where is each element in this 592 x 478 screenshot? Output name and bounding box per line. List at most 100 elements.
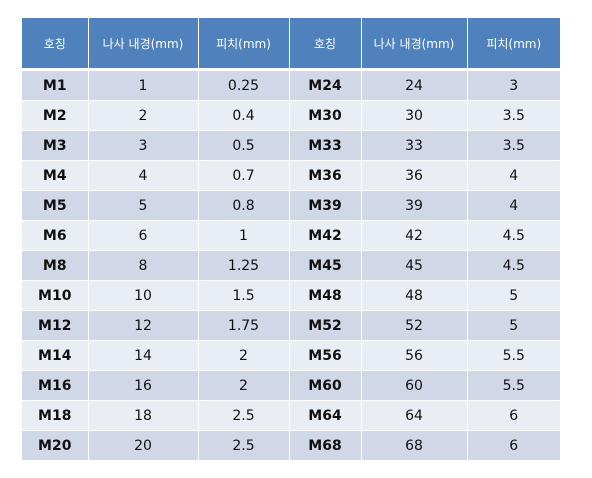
cell-inner-diameter-left: 8	[88, 250, 199, 281]
cell-pitch-right: 5.5	[467, 370, 560, 401]
cell-inner-diameter-right: 56	[361, 340, 468, 371]
cell-pitch-right: 5	[467, 310, 560, 341]
cell-inner-diameter-left: 5	[88, 190, 199, 221]
table-row: M14 14 2 M56 56 5.5	[22, 340, 560, 371]
cell-inner-diameter-right: 33	[361, 130, 468, 161]
cell-inner-diameter-right: 68	[361, 430, 468, 461]
cell-designation-left: M10	[22, 280, 89, 311]
cell-pitch-right: 6	[467, 430, 560, 461]
cell-designation-right: M42	[289, 220, 362, 251]
thread-spec-table: 호칭 나사 내경(mm) 피치(mm) 호칭 나사 내경(mm) 피치(mm) …	[22, 18, 560, 461]
cell-pitch-right: 5.5	[467, 340, 560, 371]
table-row: M3 3 0.5 M33 33 3.5	[22, 130, 560, 161]
cell-inner-diameter-right: 52	[361, 310, 468, 341]
cell-pitch-left: 0.7	[198, 160, 290, 191]
table-row: M6 6 1 M42 42 4.5	[22, 220, 560, 251]
cell-designation-left: M18	[22, 400, 89, 431]
cell-inner-diameter-left: 20	[88, 430, 199, 461]
cell-pitch-left: 1.25	[198, 250, 290, 281]
cell-pitch-right: 3.5	[467, 100, 560, 131]
cell-inner-diameter-left: 16	[88, 370, 199, 401]
cell-pitch-right: 6	[467, 400, 560, 431]
cell-pitch-left: 0.25	[198, 69, 290, 101]
cell-designation-left: M12	[22, 310, 89, 341]
cell-designation-right: M45	[289, 250, 362, 281]
cell-pitch-left: 2.5	[198, 400, 290, 431]
cell-pitch-right: 3	[467, 69, 560, 101]
cell-inner-diameter-right: 45	[361, 250, 468, 281]
cell-inner-diameter-left: 2	[88, 100, 199, 131]
cell-pitch-left: 2	[198, 370, 290, 401]
header-inner-diameter-right: 나사 내경(mm)	[361, 18, 468, 71]
header-designation-right: 호칭	[289, 18, 362, 71]
table-row: M5 5 0.8 M39 39 4	[22, 190, 560, 221]
cell-designation-right: M52	[289, 310, 362, 341]
cell-inner-diameter-left: 6	[88, 220, 199, 251]
cell-inner-diameter-right: 36	[361, 160, 468, 191]
cell-designation-left: M6	[22, 220, 89, 251]
cell-designation-left: M16	[22, 370, 89, 401]
cell-designation-left: M8	[22, 250, 89, 281]
cell-designation-right: M56	[289, 340, 362, 371]
cell-pitch-left: 1.5	[198, 280, 290, 311]
cell-inner-diameter-left: 12	[88, 310, 199, 341]
cell-designation-left: M3	[22, 130, 89, 161]
cell-pitch-left: 0.4	[198, 100, 290, 131]
cell-inner-diameter-left: 18	[88, 400, 199, 431]
cell-designation-right: M39	[289, 190, 362, 221]
table-row: M2 2 0.4 M30 30 3.5	[22, 100, 560, 131]
cell-designation-left: M20	[22, 430, 89, 461]
table-body: M1 1 0.25 M24 24 3 M2 2 0.4 M30 30 3.5 M3 3 0.5 M33 33 3.…	[22, 69, 560, 461]
cell-designation-left: M14	[22, 340, 89, 371]
cell-inner-diameter-right: 48	[361, 280, 468, 311]
cell-designation-left: M2	[22, 100, 89, 131]
cell-pitch-right: 3.5	[467, 130, 560, 161]
cell-pitch-right: 5	[467, 280, 560, 311]
cell-inner-diameter-left: 3	[88, 130, 199, 161]
cell-designation-left: M5	[22, 190, 89, 221]
table-row: M12 12 1.75 M52 52 5	[22, 310, 560, 341]
cell-designation-right: M30	[289, 100, 362, 131]
table-row: M8 8 1.25 M45 45 4.5	[22, 250, 560, 281]
cell-inner-diameter-right: 60	[361, 370, 468, 401]
table-row: M16 16 2 M60 60 5.5	[22, 370, 560, 401]
cell-pitch-right: 4	[467, 160, 560, 191]
header-row: 호칭 나사 내경(mm) 피치(mm) 호칭 나사 내경(mm) 피치(mm)	[22, 18, 560, 71]
table-row: M18 18 2.5 M64 64 6	[22, 400, 560, 431]
cell-inner-diameter-right: 42	[361, 220, 468, 251]
cell-pitch-left: 0.8	[198, 190, 290, 221]
cell-pitch-left: 1	[198, 220, 290, 251]
header-pitch-right: 피치(mm)	[467, 18, 560, 71]
cell-pitch-right: 4	[467, 190, 560, 221]
table-row: M20 20 2.5 M68 68 6	[22, 430, 560, 461]
thread-spec-table-container: 호칭 나사 내경(mm) 피치(mm) 호칭 나사 내경(mm) 피치(mm) …	[22, 18, 560, 461]
cell-designation-right: M24	[289, 69, 362, 101]
cell-pitch-right: 4.5	[467, 220, 560, 251]
cell-designation-right: M36	[289, 160, 362, 191]
header-pitch-left: 피치(mm)	[198, 18, 290, 71]
header-designation-left: 호칭	[22, 18, 89, 71]
cell-pitch-right: 4.5	[467, 250, 560, 281]
cell-inner-diameter-left: 10	[88, 280, 199, 311]
table-row: M4 4 0.7 M36 36 4	[22, 160, 560, 191]
table-row: M10 10 1.5 M48 48 5	[22, 280, 560, 311]
cell-inner-diameter-left: 14	[88, 340, 199, 371]
cell-pitch-left: 2	[198, 340, 290, 371]
cell-designation-right: M68	[289, 430, 362, 461]
cell-designation-right: M33	[289, 130, 362, 161]
cell-pitch-left: 1.75	[198, 310, 290, 341]
table-header: 호칭 나사 내경(mm) 피치(mm) 호칭 나사 내경(mm) 피치(mm)	[22, 18, 560, 71]
cell-designation-right: M48	[289, 280, 362, 311]
cell-designation-left: M4	[22, 160, 89, 191]
table-row: M1 1 0.25 M24 24 3	[22, 69, 560, 101]
cell-pitch-left: 0.5	[198, 130, 290, 161]
cell-inner-diameter-left: 4	[88, 160, 199, 191]
cell-designation-right: M64	[289, 400, 362, 431]
cell-inner-diameter-right: 64	[361, 400, 468, 431]
cell-pitch-left: 2.5	[198, 430, 290, 461]
cell-designation-right: M60	[289, 370, 362, 401]
cell-inner-diameter-right: 39	[361, 190, 468, 221]
header-inner-diameter-left: 나사 내경(mm)	[88, 18, 199, 71]
cell-inner-diameter-right: 24	[361, 69, 468, 101]
cell-inner-diameter-right: 30	[361, 100, 468, 131]
